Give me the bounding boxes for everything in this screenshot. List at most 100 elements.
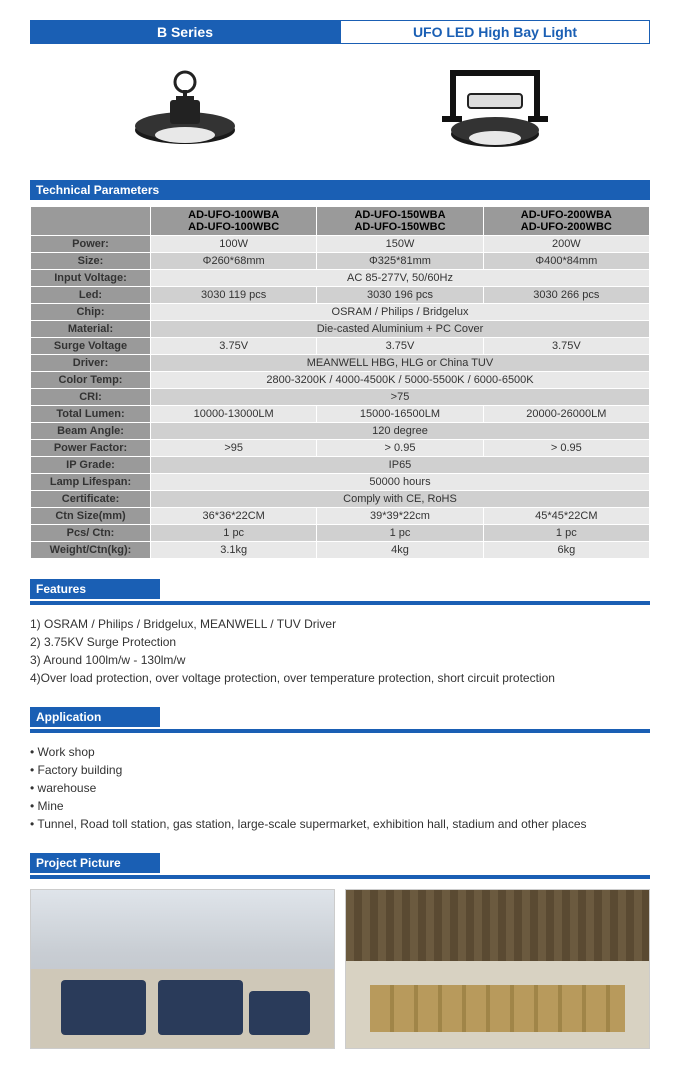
spec-cell: 1 pc xyxy=(151,525,317,542)
spec-cell: 3.75V xyxy=(151,338,317,355)
spec-row-label: Beam Angle: xyxy=(31,423,151,440)
table-row: Led:3030 119 pcs3030 196 pcs3030 266 pcs xyxy=(31,287,650,304)
feature-item: 4)Over load protection, over voltage pro… xyxy=(30,669,650,687)
spec-cell: Φ325*81mm xyxy=(317,253,483,270)
project-underline xyxy=(30,875,650,879)
model-col-2: AD-UFO-150WBA AD-UFO-150WBC xyxy=(317,207,483,236)
section-application: Application xyxy=(30,707,160,727)
spec-cell: 20000-26000LM xyxy=(483,406,649,423)
spec-table: AD-UFO-100WBA AD-UFO-100WBC AD-UFO-150WB… xyxy=(30,206,650,559)
spec-cell: Φ260*68mm xyxy=(151,253,317,270)
spec-cell: OSRAM / Philips / Bridgelux xyxy=(151,304,650,321)
spec-cell: 120 degree xyxy=(151,423,650,440)
table-row: Certificate:Comply with CE, RoHS xyxy=(31,491,650,508)
spec-cell: 50000 hours xyxy=(151,474,650,491)
spec-row-label: Led: xyxy=(31,287,151,304)
table-row: Surge Voltage3.75V3.75V3.75V xyxy=(31,338,650,355)
spec-row-label: CRI: xyxy=(31,389,151,406)
application-underline xyxy=(30,729,650,733)
spec-row-label: Chip: xyxy=(31,304,151,321)
spec-cell: Comply with CE, RoHS xyxy=(151,491,650,508)
section-tech-params: Technical Parameters xyxy=(30,180,650,200)
spec-row-label: IP Grade: xyxy=(31,457,151,474)
spec-cell: 2800-3200K / 4000-4500K / 5000-5500K / 6… xyxy=(151,372,650,389)
spec-row-label: Total Lumen: xyxy=(31,406,151,423)
spec-row-label: Color Temp: xyxy=(31,372,151,389)
spec-cell: Φ400*84mm xyxy=(483,253,649,270)
spec-cell: 1 pc xyxy=(483,525,649,542)
spec-row-label: Input Voltage: xyxy=(31,270,151,287)
spec-row-label: Surge Voltage xyxy=(31,338,151,355)
spec-cell: 10000-13000LM xyxy=(151,406,317,423)
project-picture-factory xyxy=(345,889,650,1049)
table-row: CRI:>75 xyxy=(31,389,650,406)
application-item: • Mine xyxy=(30,797,650,815)
spec-row-label: Ctn Size(mm) xyxy=(31,508,151,525)
product-image-row xyxy=(30,50,650,174)
table-row: Weight/Ctn(kg):3.1kg4kg6kg xyxy=(31,542,650,559)
project-picture-warehouse xyxy=(30,889,335,1049)
feature-item: 2) 3.75KV Surge Protection xyxy=(30,633,650,651)
application-item: • Factory building xyxy=(30,761,650,779)
application-item: • Work shop xyxy=(30,743,650,761)
spec-header-row: AD-UFO-100WBA AD-UFO-100WBC AD-UFO-150WB… xyxy=(31,207,650,236)
spec-cell: 3.1kg xyxy=(151,542,317,559)
spec-row-label: Certificate: xyxy=(31,491,151,508)
spec-cell: > 0.95 xyxy=(317,440,483,457)
table-row: IP Grade:IP65 xyxy=(31,457,650,474)
spec-row-label: Size: xyxy=(31,253,151,270)
spec-row-label: Material: xyxy=(31,321,151,338)
table-row: Lamp Lifespan:50000 hours xyxy=(31,474,650,491)
spec-cell: 3030 266 pcs xyxy=(483,287,649,304)
spec-cell: 39*39*22cm xyxy=(317,508,483,525)
spec-cell: 45*45*22CM xyxy=(483,508,649,525)
table-row: Total Lumen:10000-13000LM15000-16500LM20… xyxy=(31,406,650,423)
table-row: Chip:OSRAM / Philips / Bridgelux xyxy=(31,304,650,321)
spec-cell: 3030 119 pcs xyxy=(151,287,317,304)
spec-cell: 36*36*22CM xyxy=(151,508,317,525)
spec-cell: 4kg xyxy=(317,542,483,559)
product-image-hook xyxy=(110,60,260,160)
spec-row-label: Pcs/ Ctn: xyxy=(31,525,151,542)
spec-cell: 3030 196 pcs xyxy=(317,287,483,304)
table-row: Pcs/ Ctn:1 pc1 pc1 pc xyxy=(31,525,650,542)
spec-cell: 15000-16500LM xyxy=(317,406,483,423)
table-row: Driver:MEANWELL HBG, HLG or China TUV xyxy=(31,355,650,372)
spec-cell: IP65 xyxy=(151,457,650,474)
spec-cell: 200W xyxy=(483,236,649,253)
table-row: Material:Die-casted Aluminium + PC Cover xyxy=(31,321,650,338)
spec-cell: 6kg xyxy=(483,542,649,559)
spec-cell: >75 xyxy=(151,389,650,406)
header-tabs: B Series UFO LED High Bay Light xyxy=(30,20,650,44)
spec-cell: 1 pc xyxy=(317,525,483,542)
spec-cell: > 0.95 xyxy=(483,440,649,457)
model-col-1: AD-UFO-100WBA AD-UFO-100WBC xyxy=(151,207,317,236)
spec-cell: Die-casted Aluminium + PC Cover xyxy=(151,321,650,338)
spec-cell: 3.75V xyxy=(483,338,649,355)
table-row: Beam Angle:120 degree xyxy=(31,423,650,440)
spec-row-label: Power Factor: xyxy=(31,440,151,457)
section-features: Features xyxy=(30,579,160,599)
spec-row-label: Lamp Lifespan: xyxy=(31,474,151,491)
spec-cell: AC 85-277V, 50/60Hz xyxy=(151,270,650,287)
feature-item: 1) OSRAM / Philips / Bridgelux, MEANWELL… xyxy=(30,615,650,633)
application-item: • Tunnel, Road toll station, gas station… xyxy=(30,815,650,833)
features-underline xyxy=(30,601,650,605)
spec-row-label: Driver: xyxy=(31,355,151,372)
table-row: Ctn Size(mm)36*36*22CM39*39*22cm45*45*22… xyxy=(31,508,650,525)
spec-cell: MEANWELL HBG, HLG or China TUV xyxy=(151,355,650,372)
application-item: • warehouse xyxy=(30,779,650,797)
table-row: Color Temp:2800-3200K / 4000-4500K / 500… xyxy=(31,372,650,389)
spec-row-label: Power: xyxy=(31,236,151,253)
section-project: Project Picture xyxy=(30,853,160,873)
application-list: • Work shop• Factory building• warehouse… xyxy=(30,743,650,833)
product-image-bracket xyxy=(420,60,570,160)
feature-item: 3) Around 100lm/w - 130lm/w xyxy=(30,651,650,669)
features-list: 1) OSRAM / Philips / Bridgelux, MEANWELL… xyxy=(30,615,650,687)
table-row: Size:Φ260*68mmΦ325*81mmΦ400*84mm xyxy=(31,253,650,270)
spec-cell: 3.75V xyxy=(317,338,483,355)
table-row: Input Voltage:AC 85-277V, 50/60Hz xyxy=(31,270,650,287)
table-row: Power Factor:>95> 0.95> 0.95 xyxy=(31,440,650,457)
table-row: Power:100W150W200W xyxy=(31,236,650,253)
project-pictures xyxy=(30,889,650,1049)
